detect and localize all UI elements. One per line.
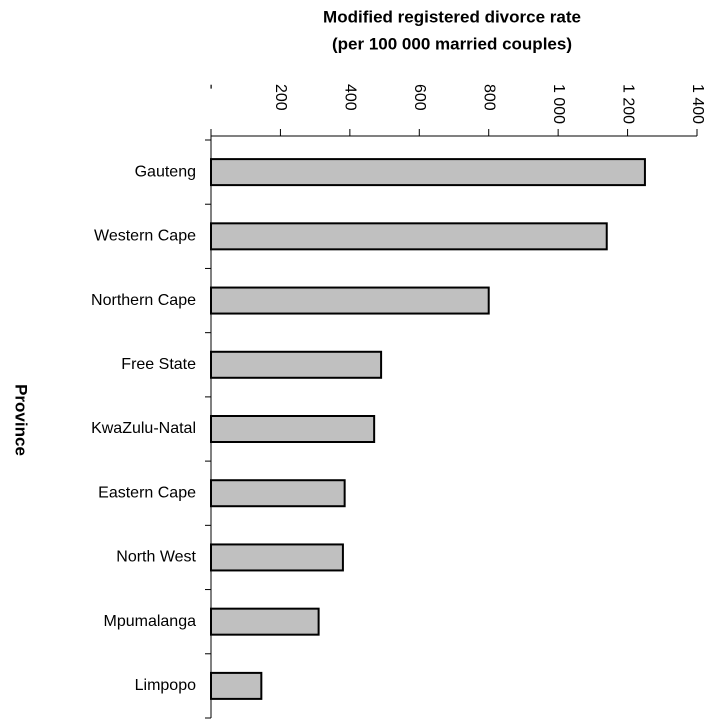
y-tick-label: Eastern Cape [98,484,196,501]
y-tick-label: Northern Cape [91,292,196,309]
x-tick-label: 1 400 [689,84,706,124]
y-tick-label: Free State [121,356,196,373]
bar [210,415,376,443]
x-axis-title: Modified registered divorce rate [323,7,581,26]
y-tick-label: Mpumalanga [104,613,197,630]
bar [210,607,320,636]
bar [210,350,383,379]
bar [210,543,344,572]
x-tick-label: 400 [342,84,359,111]
y-tick-label: KwaZulu-Natal [91,420,196,437]
y-tick-label: Gauteng [135,163,196,180]
x-tick-label: 600 [411,84,428,111]
x-axis-title: (per 100 000 married couples) [332,34,572,53]
x-tick-label: - [203,84,220,89]
bar [210,671,263,700]
x-tick-label: 1 200 [619,84,636,124]
bar [210,479,346,508]
x-tick-label: 200 [272,84,289,111]
x-tick-label: 1 000 [550,84,567,124]
x-tick-label: 800 [480,84,497,111]
bar [210,222,608,251]
y-tick-label: Limpopo [135,677,196,694]
y-tick-label: North West [116,549,196,566]
bar [210,286,490,315]
bar [210,158,646,187]
y-tick-label: Western Cape [94,228,196,245]
y-axis-title: Province [12,384,31,456]
